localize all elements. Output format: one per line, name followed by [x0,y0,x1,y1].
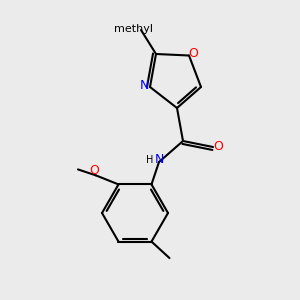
Text: methyl: methyl [114,23,153,34]
Text: O: O [189,46,198,60]
Text: N: N [140,79,149,92]
Text: N: N [155,153,164,166]
Text: O: O [90,164,99,177]
Text: O: O [214,140,223,154]
Text: H: H [146,154,153,165]
